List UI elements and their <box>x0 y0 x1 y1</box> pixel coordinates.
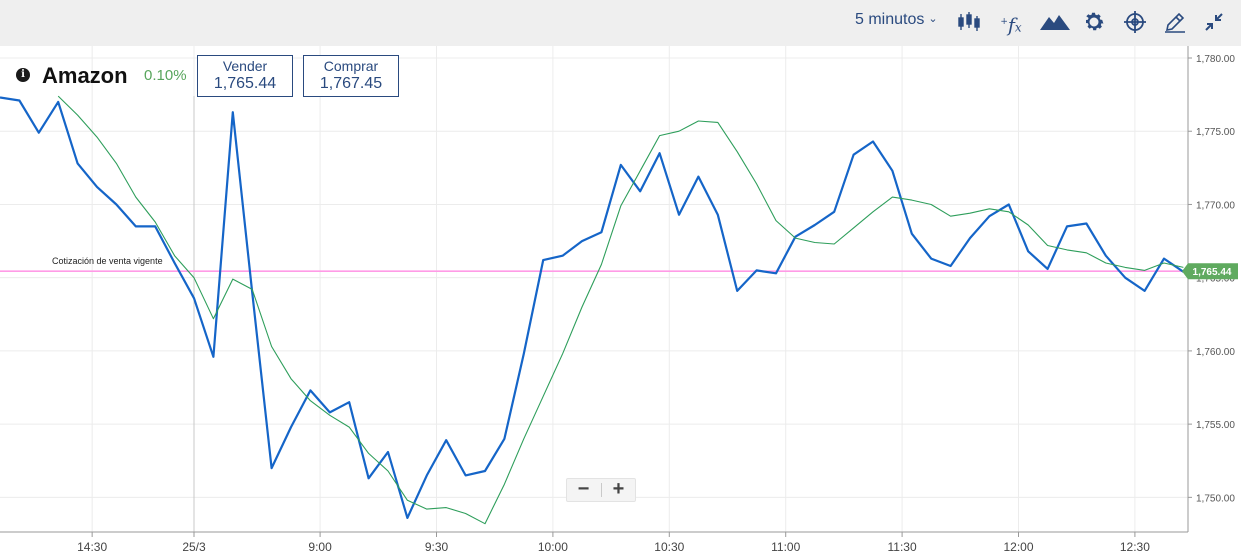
series-line-1 <box>0 96 1185 519</box>
gear-icon[interactable] <box>1081 10 1107 34</box>
sell-button[interactable]: Vender 1,765.44 <box>197 55 293 97</box>
sell-label: Vender <box>222 58 268 74</box>
current-price-tag: 1,765.44 <box>1182 263 1238 280</box>
candlestick-icon[interactable] <box>956 10 982 34</box>
x-tick-label: 25/3 <box>182 540 206 554</box>
x-tick-label: 12:00 <box>1003 540 1033 554</box>
function-icon[interactable]: +fx <box>1000 14 1022 37</box>
x-tick-label: 9:00 <box>308 540 332 554</box>
chart-toolbar: 5 minutos ⌄ +fx <box>0 0 1241 46</box>
pencil-icon[interactable] <box>1162 10 1188 34</box>
sell-price: 1,765.44 <box>213 75 277 92</box>
compress-icon[interactable] <box>1201 10 1227 34</box>
y-tick-label: 1,770.00 <box>1196 200 1235 211</box>
y-tick-label: 1,755.00 <box>1196 420 1235 431</box>
series-group <box>0 95 1185 525</box>
x-tick-label: 10:30 <box>654 540 684 554</box>
crosshair-icon[interactable] <box>1122 10 1148 34</box>
chevron-down-icon: ⌄ <box>928 13 938 25</box>
interval-selector[interactable]: 5 minutos ⌄ <box>855 11 938 31</box>
labels: 1,765.44 <box>1182 263 1238 280</box>
grid <box>0 46 1188 532</box>
mountain-icon[interactable] <box>1040 10 1070 34</box>
reference-line-group: Cotización de venta vigente <box>0 256 1188 273</box>
reference-price-label: Cotización de venta vigente <box>52 256 163 266</box>
y-tick-label: 1,760.00 <box>1196 347 1235 358</box>
x-tick-label: 12:30 <box>1120 540 1150 554</box>
zoom-in-button[interactable]: + <box>612 478 625 500</box>
series-line-2 <box>57 95 1184 525</box>
x-tick-label: 14:30 <box>77 540 107 554</box>
zoom-divider <box>601 483 602 497</box>
x-tick-label: 10:00 <box>538 540 568 554</box>
y-tick-label: 1,750.00 <box>1196 493 1235 504</box>
buy-price: 1,767.45 <box>319 75 383 92</box>
current-price-badge <box>1182 263 1238 280</box>
y-tick-label: 1,780.00 <box>1196 54 1235 65</box>
zoom-control: − + <box>566 478 636 502</box>
buy-label: Comprar <box>323 58 379 74</box>
y-tick-label: 1,775.00 <box>1196 127 1235 138</box>
x-tick-label: 11:00 <box>771 540 800 554</box>
zoom-out-button[interactable]: − <box>577 478 590 500</box>
x-tick-label: 11:30 <box>888 540 917 554</box>
asset-change: 0.10% <box>144 67 187 84</box>
asset-name: Amazon <box>42 63 128 88</box>
interval-label: 5 minutos <box>855 11 925 28</box>
x-tick-label: 9:30 <box>425 540 449 554</box>
info-icon[interactable]: i <box>16 68 30 82</box>
current-price-label: 1,765.44 <box>1193 267 1232 278</box>
buy-button[interactable]: Comprar 1,767.45 <box>303 55 399 97</box>
